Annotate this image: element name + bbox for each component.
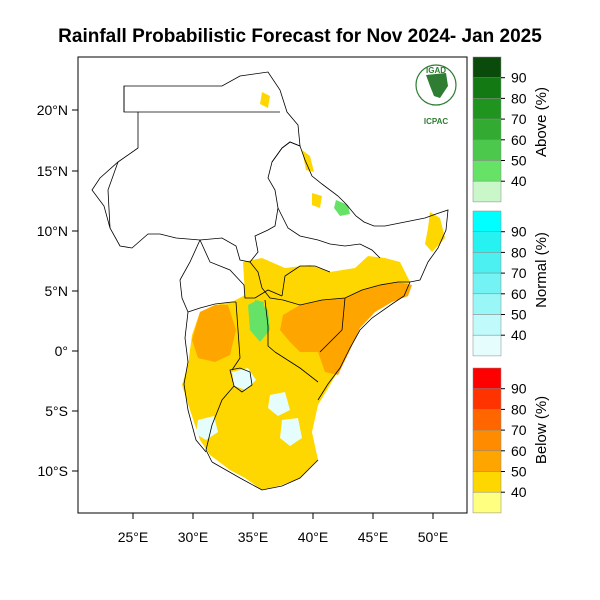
- logo-bottom-text: ICPAC: [424, 117, 449, 126]
- lon-tick-5: 50°E: [418, 529, 449, 545]
- colorbar-label: 60: [511, 286, 527, 302]
- lat-tick-2: 10°N: [37, 223, 68, 239]
- lon-tick-2: 35°E: [238, 529, 269, 545]
- lat-tick-5: 5°S: [45, 403, 68, 419]
- region-below-50-north-a: [260, 92, 270, 108]
- lat-tick-0: 20°N: [37, 102, 68, 118]
- logo-africa-icon: [426, 73, 448, 98]
- colorbar-label: 70: [511, 422, 527, 438]
- colorbar-below-title: Below (%): [533, 396, 550, 464]
- logo-top-text: IGAD: [426, 66, 446, 75]
- colorbar-swatch: [472, 409, 502, 431]
- border-uganda-kenya: [264, 299, 276, 353]
- colorbar-swatch: [472, 252, 502, 274]
- region-normal-40-d: [196, 416, 218, 440]
- region-below-60-west: [192, 305, 236, 362]
- colorbar-label: 50: [511, 153, 527, 169]
- border-south-sudan-car: [179, 239, 201, 313]
- border-ss-ethiopia: [281, 265, 331, 297]
- colorbar-above: 90 80 70 60 50 40: [472, 56, 527, 203]
- colorbar-swatch: [472, 210, 502, 232]
- border-kenya-tanzania: [274, 351, 319, 383]
- lon-ticks: 25°E 30°E 35°E 40°E 45°E 50°E: [118, 513, 449, 545]
- colorbar-swatch: [472, 77, 502, 99]
- lat-tick-4: 0°: [55, 343, 68, 359]
- lon-tick-4: 45°E: [358, 529, 389, 545]
- colorbar-swatch: [472, 429, 502, 452]
- border-chad: [107, 161, 119, 229]
- region-normal-40-c: [280, 418, 302, 446]
- igad-icpac-logo: IGAD ICPAC: [415, 64, 457, 126]
- lat-tick-3: 5°N: [45, 283, 69, 299]
- border-drc-west: [183, 311, 207, 453]
- colorbar-label: 40: [511, 173, 527, 189]
- colorbar-below: 90 80 70 60 50 40: [472, 367, 527, 514]
- colorbar-swatch: [472, 272, 502, 295]
- region-above-40-uganda: [252, 300, 264, 318]
- colorbar-swatch: [472, 180, 502, 203]
- colorbar-normal-title: Normal (%): [533, 232, 550, 308]
- colorbar-label: 70: [511, 265, 527, 281]
- border-sudan-north: [91, 71, 301, 263]
- colorbar-label: 60: [511, 443, 527, 459]
- border-drc-uganda: [231, 301, 241, 371]
- colorbar-label: 80: [511, 90, 527, 106]
- colorbar-swatch: [472, 293, 502, 315]
- colorbar-label: 90: [511, 70, 527, 86]
- lon-tick-3: 40°E: [298, 529, 329, 545]
- colorbar-swatch: [472, 118, 502, 141]
- colorbar-above-title: Above (%): [533, 87, 550, 157]
- region-below-50-north-c: [302, 150, 314, 172]
- colorbar-label: 90: [511, 381, 527, 397]
- colorbar-label: 70: [511, 111, 527, 127]
- border-sudan-ethiopia: [277, 207, 381, 259]
- region-normal-40-b: [268, 392, 290, 416]
- chart-title: Rainfall Probabilistic Forecast for Nov …: [58, 26, 542, 47]
- border-kenya-somalia: [319, 297, 346, 353]
- lat-ticks: 20°N 15°N 10°N 5°N 0° 5°S 10°S: [37, 102, 78, 479]
- region-above-40-eritrea: [334, 200, 350, 216]
- region-below-50-north-b: [312, 193, 322, 208]
- colorbar-swatch: [472, 160, 502, 182]
- border-drc-outline: [187, 301, 236, 313]
- region-below-60-east: [280, 282, 412, 375]
- colorbar-swatch: [472, 314, 502, 336]
- colorbar-swatch: [472, 231, 502, 253]
- colorbar-label: 80: [511, 401, 527, 417]
- border-somalia-coast: [317, 281, 411, 401]
- border-horn: [249, 141, 449, 306]
- colorbar-label: 40: [511, 327, 527, 343]
- colorbar-label: 50: [511, 307, 527, 323]
- colorbar-swatch: [472, 450, 502, 472]
- colorbar-swatch: [472, 388, 502, 410]
- colorbar-label: 60: [511, 132, 527, 148]
- colorbar-swatch: [472, 56, 502, 78]
- colorbar-swatch: [472, 471, 502, 493]
- colorbar-normal: 90 80 70 60 50 40: [472, 210, 527, 357]
- colorbar-swatch: [472, 98, 502, 120]
- colorbar-label: 80: [511, 244, 527, 260]
- country-borders: [91, 71, 449, 491]
- colorbar-label: 40: [511, 484, 527, 500]
- colorbar-label: 90: [511, 224, 527, 240]
- colorbar-swatch: [472, 367, 502, 389]
- lat-tick-1: 15°N: [37, 163, 68, 179]
- colorbar-swatch: [472, 139, 502, 161]
- lon-tick-0: 25°E: [118, 529, 149, 545]
- forecast-regions: [182, 92, 445, 490]
- lat-tick-6: 10°S: [37, 463, 68, 479]
- border-south-sudan: [199, 239, 283, 299]
- lon-tick-1: 30°E: [178, 529, 209, 545]
- colorbar-label: 50: [511, 464, 527, 480]
- border-tanzania-south: [211, 459, 319, 491]
- colorbar-swatch: [472, 334, 502, 357]
- border-tanzania-west: [205, 385, 235, 463]
- region-below-50-ethiopia: [425, 212, 445, 252]
- colorbar-swatch: [472, 491, 502, 514]
